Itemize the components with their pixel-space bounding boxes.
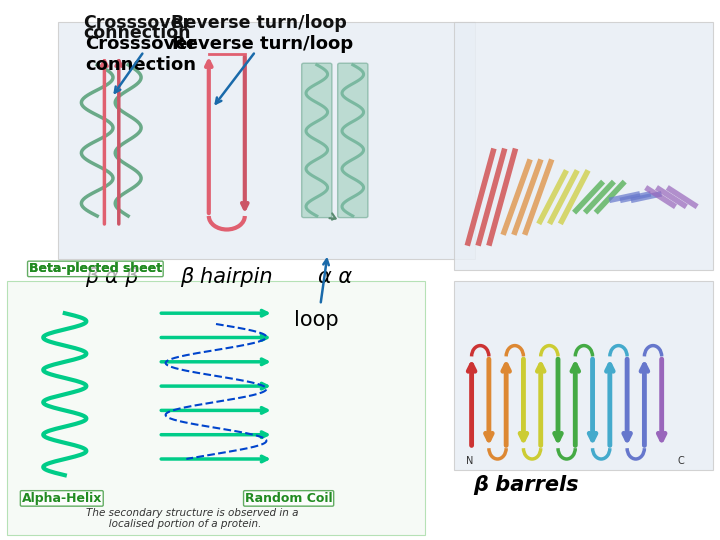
- Text: Random Coil: Random Coil: [245, 492, 333, 505]
- FancyBboxPatch shape: [58, 22, 475, 259]
- Text: α α: α α: [318, 267, 352, 287]
- Text: β hairpin: β hairpin: [181, 267, 273, 287]
- Text: C: C: [677, 456, 684, 467]
- Text: The secondary structure is observed in a
       localised portion of a protein.: The secondary structure is observed in a…: [86, 508, 299, 529]
- Text: Crosssover
connection: Crosssover connection: [85, 35, 196, 74]
- Text: Beta-plected sheet: Beta-plected sheet: [29, 262, 162, 275]
- Text: Crosssover: Crosssover: [83, 14, 191, 31]
- Text: β α β: β α β: [85, 267, 138, 287]
- Text: Alpha-Helix: Alpha-Helix: [22, 492, 102, 505]
- Text: Reverse turn/loop: Reverse turn/loop: [171, 14, 347, 31]
- Text: N: N: [467, 456, 474, 467]
- Text: Reverse turn/loop: Reverse turn/loop: [172, 35, 354, 53]
- Text: loop: loop: [294, 310, 339, 330]
- FancyBboxPatch shape: [454, 22, 713, 270]
- Text: β barrels: β barrels: [473, 475, 578, 495]
- FancyBboxPatch shape: [7, 281, 425, 535]
- Text: connection: connection: [83, 24, 191, 42]
- FancyBboxPatch shape: [302, 63, 332, 218]
- FancyBboxPatch shape: [454, 281, 713, 470]
- FancyBboxPatch shape: [338, 63, 368, 218]
- Text: Beta-plected sheet: Beta-plected sheet: [29, 262, 162, 275]
